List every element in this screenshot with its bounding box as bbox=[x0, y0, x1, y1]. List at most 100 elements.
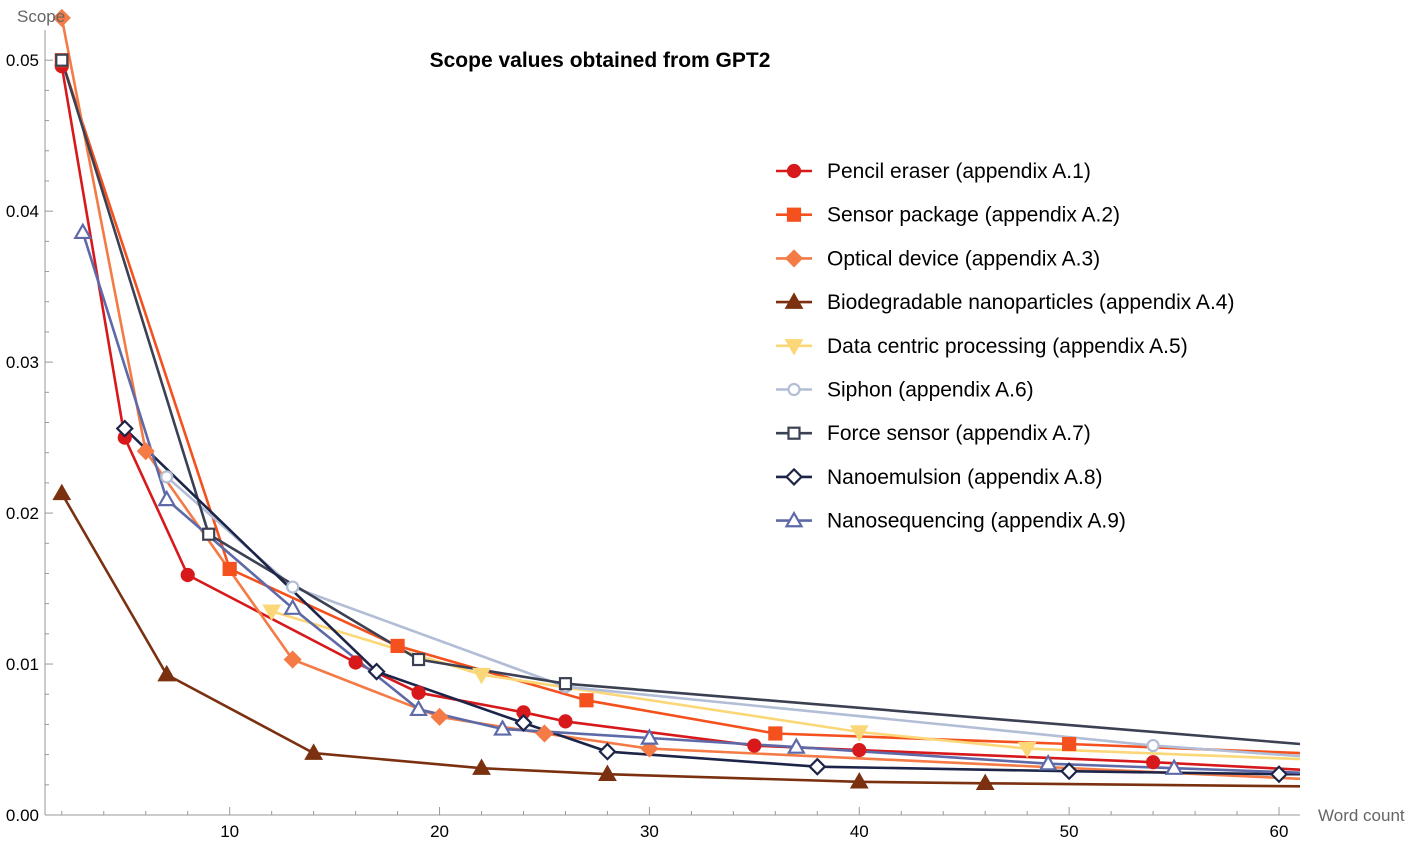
data-point bbox=[1269, 765, 1289, 784]
data-point bbox=[1038, 753, 1058, 771]
series-line-8 bbox=[123, 427, 1300, 776]
data-point bbox=[55, 53, 69, 67]
y-tick-label: 0.05 bbox=[6, 51, 39, 70]
data-point bbox=[1062, 736, 1077, 752]
data-point bbox=[579, 693, 594, 708]
axes: 10 20 30 40 50 60 0.00 0.01 0.02 0.03 0.04 0.05 bbox=[6, 30, 1300, 841]
legend-entry-6: Siphon (appendix A.6) bbox=[776, 379, 1034, 402]
legend-label: Siphon (appendix A.6) bbox=[827, 379, 1034, 402]
data-point bbox=[768, 726, 783, 741]
series-line-6 bbox=[165, 475, 1301, 758]
legend-label: Sensor package (appendix A.2) bbox=[827, 204, 1120, 227]
data-point bbox=[493, 719, 512, 736]
series-markers-9 bbox=[73, 222, 1184, 775]
data-point bbox=[472, 667, 491, 685]
chart-title: Scope values obtained from GPT2 bbox=[430, 49, 771, 72]
series-line-9 bbox=[81, 231, 1301, 774]
data-point bbox=[160, 470, 174, 484]
legend-label: Biodegradable nanoparticles (appendix A.… bbox=[827, 291, 1234, 314]
data-point bbox=[852, 742, 867, 758]
series-markers bbox=[52, 8, 1289, 791]
series-markers-7 bbox=[55, 53, 573, 691]
x-tick-label: 30 bbox=[640, 822, 659, 841]
data-point bbox=[598, 764, 617, 781]
data-point bbox=[1164, 758, 1184, 775]
data-point bbox=[558, 677, 573, 691]
data-point bbox=[1145, 755, 1161, 770]
legend-label: Data centric processing (appendix A.5) bbox=[827, 335, 1188, 358]
data-point bbox=[1017, 741, 1037, 759]
legend-label: Nanosequencing (appendix A.9) bbox=[827, 510, 1126, 533]
data-point bbox=[598, 742, 617, 761]
x-tick-label: 60 bbox=[1270, 822, 1289, 841]
series-markers-4 bbox=[52, 483, 995, 791]
data-point bbox=[514, 713, 533, 732]
series-line-2 bbox=[60, 59, 1301, 755]
data-point bbox=[390, 638, 405, 654]
y-tick-label: 0.01 bbox=[6, 655, 39, 674]
legend-entry-5: Data centric processing (appendix A.5) bbox=[776, 335, 1188, 358]
legend-entry-9: Nanosequencing (appendix A.9) bbox=[776, 510, 1126, 533]
legend-marker bbox=[786, 207, 802, 222]
data-point bbox=[348, 655, 363, 670]
data-point bbox=[808, 757, 827, 776]
data-point bbox=[180, 567, 195, 583]
series-markers-5 bbox=[262, 604, 1037, 759]
legend-entry-1: Pencil eraser (appendix A.1) bbox=[776, 160, 1091, 183]
data-point bbox=[1060, 762, 1079, 781]
data-point bbox=[283, 650, 302, 669]
legend-entry-2: Sensor package (appendix A.2) bbox=[776, 204, 1120, 227]
data-point bbox=[472, 758, 491, 775]
legend: Pencil eraser (appendix A.1) Sensor packa… bbox=[776, 160, 1234, 533]
series-line-1 bbox=[60, 65, 1301, 771]
data-point bbox=[202, 527, 216, 541]
legend-entry-4: Biodegradable nanoparticles (appendix A.… bbox=[776, 291, 1234, 314]
y-tick-label: 0.03 bbox=[6, 353, 39, 372]
series-lines bbox=[60, 17, 1301, 788]
legend-entry-8: Nanoemulsion (appendix A.8) bbox=[776, 466, 1103, 489]
series-line-7 bbox=[60, 59, 1301, 746]
legend-marker bbox=[784, 339, 804, 356]
series-markers-3 bbox=[52, 8, 659, 758]
legend-entry-7: Force sensor (appendix A.7) bbox=[776, 422, 1091, 445]
data-point bbox=[640, 739, 659, 758]
legend-label: Pencil eraser (appendix A.1) bbox=[827, 160, 1091, 183]
series-line-5 bbox=[271, 609, 1301, 761]
legend-label: Nanoemulsion (appendix A.8) bbox=[827, 466, 1103, 489]
data-point bbox=[786, 737, 806, 754]
legend-marker bbox=[784, 249, 804, 268]
x-tick-label: 10 bbox=[220, 822, 239, 841]
y-axis-label: Scope bbox=[17, 7, 65, 26]
legend-marker bbox=[787, 426, 801, 440]
data-point bbox=[411, 652, 426, 667]
y-tick-label: 0.00 bbox=[6, 806, 39, 825]
data-point bbox=[304, 743, 324, 760]
series-markers-2 bbox=[54, 53, 1077, 752]
data-point bbox=[286, 580, 300, 594]
data-point bbox=[52, 483, 72, 501]
x-axis-label: Word count bbox=[1318, 806, 1405, 825]
data-point bbox=[262, 604, 282, 621]
data-point bbox=[975, 773, 995, 791]
data-point bbox=[157, 664, 177, 682]
x-tick-label: 40 bbox=[850, 822, 869, 841]
legend-marker bbox=[787, 382, 801, 397]
data-point bbox=[136, 442, 155, 461]
data-point bbox=[367, 662, 386, 681]
data-point bbox=[1146, 738, 1160, 753]
series-line-3 bbox=[60, 17, 1301, 781]
series-markers-8 bbox=[115, 419, 1289, 784]
data-point bbox=[52, 8, 71, 27]
legend-entry-3: Optical device (appendix A.3) bbox=[776, 247, 1100, 270]
data-point bbox=[115, 419, 134, 438]
legend-marker bbox=[784, 292, 804, 309]
data-point bbox=[747, 738, 762, 753]
legend-marker bbox=[786, 163, 802, 179]
data-point bbox=[283, 598, 303, 615]
legend-marker bbox=[784, 467, 804, 486]
data-point bbox=[409, 699, 428, 717]
data-point bbox=[411, 685, 426, 700]
legend-label: Optical device (appendix A.3) bbox=[827, 247, 1100, 270]
data-point bbox=[73, 222, 93, 240]
